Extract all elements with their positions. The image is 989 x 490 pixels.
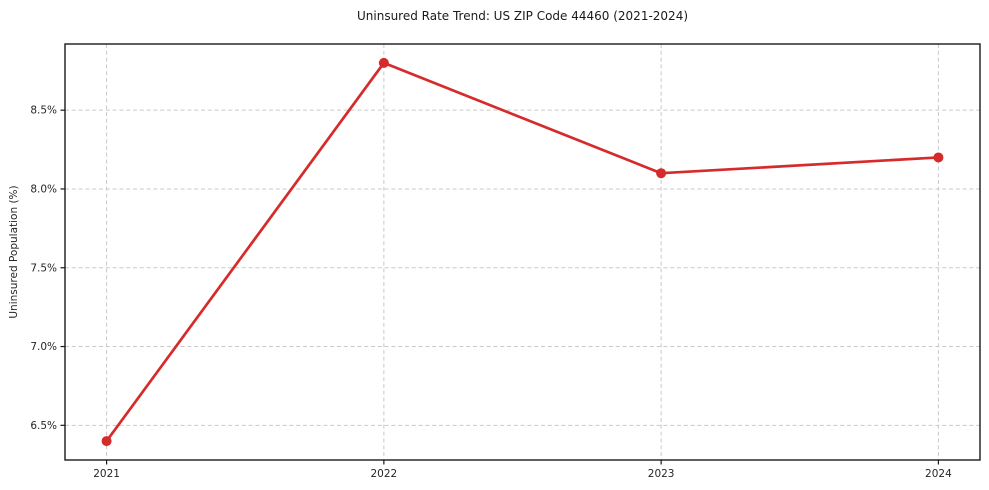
x-tick-label: 2023: [648, 468, 675, 480]
y-tick-label: 7.0%: [30, 341, 57, 353]
x-tick-label: 2022: [370, 468, 397, 480]
data-point-marker: [101, 436, 112, 447]
y-tick-label: 8.0%: [30, 183, 57, 195]
chart-title: Uninsured Rate Trend: US ZIP Code 44460 …: [356, 9, 689, 23]
y-tick-label: 7.5%: [30, 262, 57, 274]
plot-border: [64, 43, 981, 461]
y-tick-label: 6.5%: [30, 420, 57, 432]
data-line: [105, 61, 940, 443]
data-point-marker: [656, 168, 667, 179]
x-tick-label: 2021: [93, 468, 120, 480]
data-point-marker: [933, 152, 944, 163]
y-tick-label: 8.5%: [30, 105, 57, 117]
data-point-marker: [378, 57, 389, 68]
x-tick-label: 2024: [925, 468, 952, 480]
